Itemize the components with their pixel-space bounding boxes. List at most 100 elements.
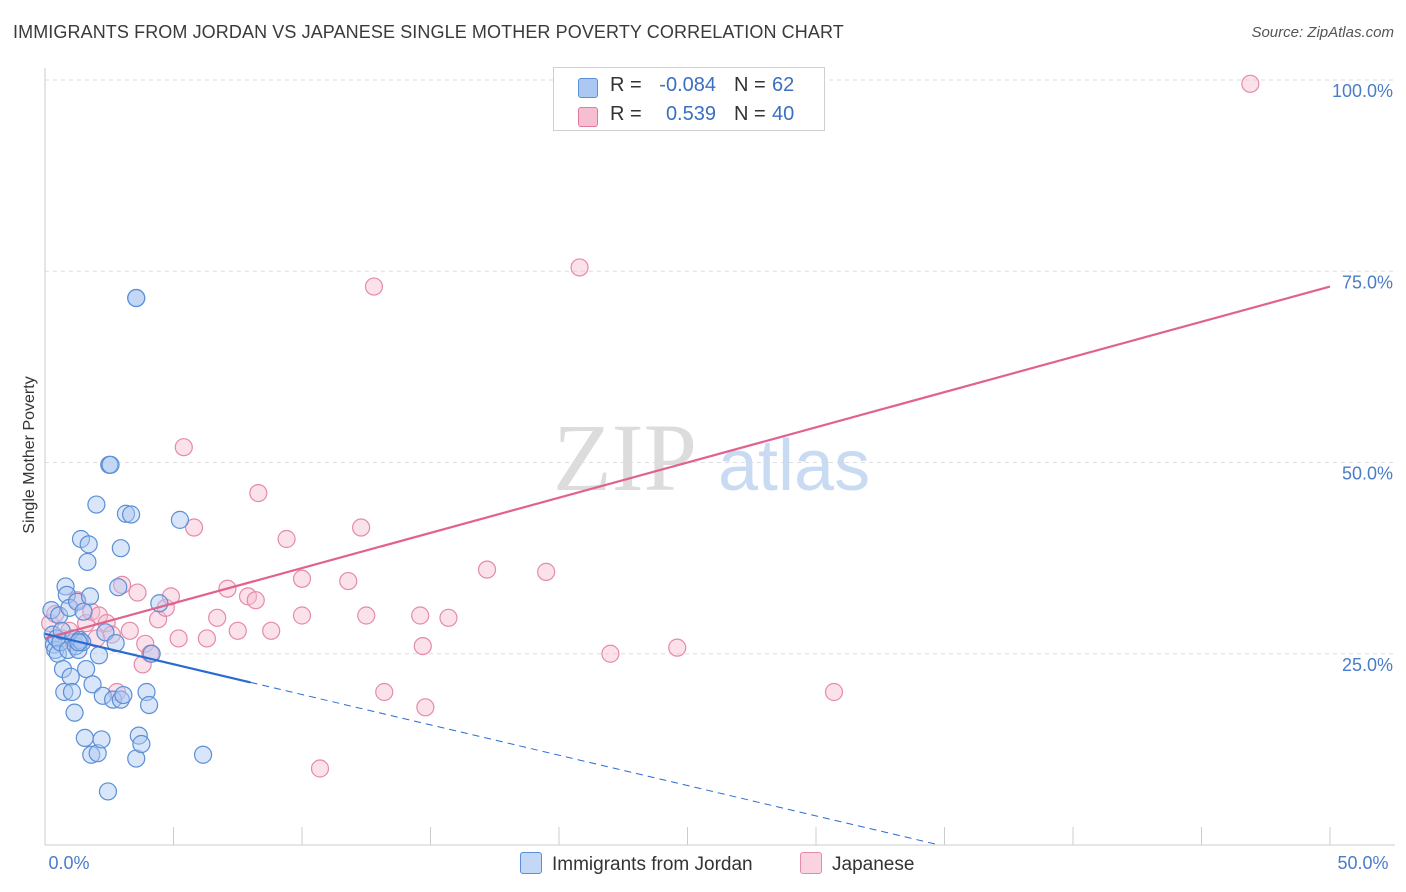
series-legend-jordan[interactable]: Immigrants from Jordan (520, 852, 753, 876)
y-tick-label: 50.0% (1342, 464, 1393, 484)
legend-r-value: -0.084 (659, 74, 716, 96)
jordan-point (170, 510, 190, 529)
jordan-point (55, 682, 74, 702)
jordan-point (61, 667, 80, 686)
jordan-point (93, 686, 112, 705)
jordan-points (42, 288, 213, 801)
series-legend-japanese[interactable]: Japanese (800, 852, 914, 876)
jordan-point (65, 703, 84, 722)
x-tick-label-max: 50.0% (1337, 853, 1388, 873)
legend-n-label: N = (734, 74, 766, 96)
japanese-point (364, 277, 384, 296)
jordan-point (139, 695, 159, 715)
jordan-point (62, 682, 82, 702)
trend-lines (44, 285, 1331, 846)
jordan-trend-line (44, 632, 251, 684)
tick-labels: 25.0% 50.0% 75.0% 100.0% 0.0% 50.0% (48, 81, 1393, 873)
japanese-point (262, 621, 281, 640)
source-label: Source: ZipAtlas.com (1251, 24, 1394, 41)
japanese-point (184, 518, 204, 537)
legend-n-value: 40 (772, 103, 795, 125)
watermark: ZIP atlas (553, 404, 870, 511)
jordan-point (50, 606, 69, 625)
jordan-point (114, 685, 133, 705)
legend-swatch-japanese (578, 107, 598, 127)
japanese-point (413, 636, 432, 656)
japanese-trend-line (44, 285, 1331, 640)
jordan-point (92, 730, 111, 749)
japanese-point (375, 682, 394, 702)
japanese-point (477, 560, 497, 579)
japanese-point (136, 634, 155, 653)
jordan-point (87, 495, 106, 514)
japanese-point (824, 682, 844, 702)
jordan-point (75, 728, 94, 748)
japanese-point (208, 608, 227, 627)
jordan-point (80, 587, 100, 606)
japanese-point (292, 569, 312, 588)
series-label-jordan: Immigrants from Jordan (552, 854, 753, 875)
legend-r-label: R = (610, 74, 642, 96)
japanese-point (249, 484, 268, 503)
jordan-point (101, 455, 120, 474)
axes (44, 68, 1395, 846)
legend-row-jordan: R = -0.084 N = 62 (554, 72, 824, 102)
correlation-legend: R = -0.084 N = 62 R = 0.539 N = 40 (553, 67, 825, 131)
y-tick-label: 25.0% (1342, 655, 1393, 675)
japanese-point (197, 629, 217, 648)
jordan-point (121, 505, 141, 524)
series-swatch-japanese (800, 852, 822, 874)
legend-n-value: 62 (772, 74, 795, 96)
japanese-point (668, 638, 687, 657)
series-swatch-jordan (520, 852, 542, 874)
japanese-point (246, 591, 265, 610)
jordan-point (109, 578, 128, 597)
japanese-point (277, 529, 296, 549)
jordan-point (193, 745, 213, 764)
series-legend: Immigrants from Jordan Japanese (0, 852, 1406, 876)
jordan-point (83, 675, 102, 694)
legend-n-label: N = (734, 103, 766, 125)
jordan-point (77, 659, 96, 679)
japanese-point (128, 583, 147, 602)
jordan-point (98, 782, 118, 801)
japanese-point (169, 629, 188, 648)
jordan-point (78, 552, 97, 572)
legend-swatch-jordan (578, 78, 598, 98)
japanese-point (411, 606, 430, 625)
japanese-point (1241, 74, 1260, 93)
jordan-point (88, 744, 107, 763)
japanese-point (174, 438, 193, 457)
japanese-point (537, 562, 556, 581)
y-tick-label: 100.0% (1332, 81, 1393, 101)
japanese-point (601, 644, 620, 663)
jordan-point (89, 646, 109, 665)
jordan-point (127, 288, 146, 308)
jordan-point (74, 602, 93, 621)
legend-row-japanese: R = 0.539 N = 40 (554, 101, 824, 131)
jordan-point (53, 659, 73, 679)
jordan-point (111, 539, 130, 558)
legend-r-label: R = (610, 103, 642, 125)
japanese-point (352, 518, 371, 537)
japanese-point (570, 258, 589, 277)
jordan-point (79, 535, 98, 554)
watermark-atlas: atlas (718, 426, 870, 506)
jordan-point (132, 734, 151, 754)
japanese-point (228, 621, 247, 640)
chart-title: IMMIGRANTS FROM JORDAN VS JAPANESE SINGL… (13, 22, 844, 42)
japanese-point (310, 759, 330, 778)
jordan-trend-extension (250, 681, 940, 846)
x-tick-label-min: 0.0% (48, 853, 89, 873)
japanese-point (439, 608, 458, 627)
japanese-point (416, 698, 435, 717)
japanese-point (357, 606, 376, 625)
legend-r-value: 0.539 (665, 103, 716, 125)
jordan-point (104, 690, 123, 709)
jordan-point (116, 504, 136, 523)
series-label-japanese: Japanese (832, 854, 915, 875)
japanese-point (292, 606, 312, 625)
watermark-zip: ZIP (553, 404, 697, 511)
grid-lines (45, 79, 1395, 655)
